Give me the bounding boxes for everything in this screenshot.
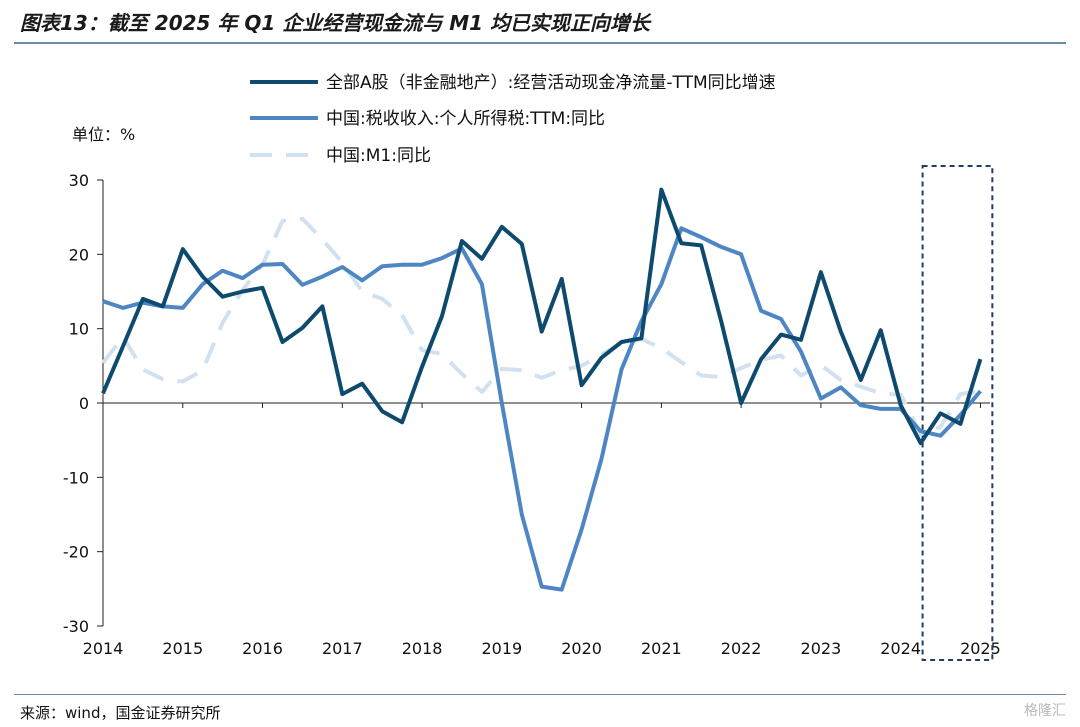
y-tick-label: 20 bbox=[69, 245, 89, 264]
axes: 30 20 10 0 -10 -20 -30 2014 2015 2016 2017 2018 2019… bbox=[63, 171, 1001, 658]
y-tick-label: -10 bbox=[63, 468, 89, 487]
watermark: 格隆汇 bbox=[1024, 703, 1066, 719]
x-tick-label: 2023 bbox=[801, 639, 842, 658]
x-tick-label: 2018 bbox=[402, 639, 443, 658]
series-line-3 bbox=[101, 216, 981, 437]
x-tick-label: 2024 bbox=[880, 639, 921, 658]
footer-divider bbox=[14, 694, 1066, 695]
series-lines bbox=[101, 187, 983, 592]
legend-label: 全部A股（非金融地产）:经营活动现金净流量-TTM同比增速 bbox=[326, 73, 776, 93]
x-tick-label: 2015 bbox=[162, 639, 203, 658]
legend: 全部A股（非金融地产）:经营活动现金净流量-TTM同比增速中国:税收收入:个人所… bbox=[250, 73, 776, 166]
line-chart: 全部A股（非金融地产）:经营活动现金净流量-TTM同比增速中国:税收收入:个人所… bbox=[63, 73, 1001, 661]
x-tick-label: 2021 bbox=[641, 639, 682, 658]
y-unit-label: 单位：% bbox=[72, 125, 135, 144]
x-tick-label: 2025 bbox=[960, 639, 1001, 658]
y-tick-label: -30 bbox=[63, 617, 89, 636]
title-divider bbox=[14, 42, 1066, 44]
y-tick-label: 10 bbox=[69, 320, 89, 339]
x-tick-label: 2019 bbox=[481, 639, 522, 658]
legend-label: 中国:税收收入:个人所得税:TTM:同比 bbox=[326, 109, 605, 129]
y-tick-label: 0 bbox=[79, 394, 89, 413]
x-tick-label: 2014 bbox=[83, 639, 124, 658]
series-line-1 bbox=[101, 187, 983, 446]
x-tick-label: 2016 bbox=[242, 639, 283, 658]
y-tick-label: -20 bbox=[63, 543, 89, 562]
source-note: 来源：wind，国金证券研究所 bbox=[20, 704, 221, 722]
highlight-box bbox=[921, 165, 994, 661]
chart-title: 图表13：截至 2025 年 Q1 企业经营现金流与 M1 均已实现正向增长 bbox=[20, 11, 651, 35]
x-tick-label: 2020 bbox=[561, 639, 602, 658]
x-tick-label: 2022 bbox=[721, 639, 762, 658]
highlight-box-frame bbox=[921, 165, 994, 661]
x-tick-label: 2017 bbox=[322, 639, 363, 658]
y-tick-label: 30 bbox=[69, 171, 89, 190]
series-line-2 bbox=[102, 226, 982, 592]
legend-label: 中国:M1:同比 bbox=[326, 146, 431, 166]
